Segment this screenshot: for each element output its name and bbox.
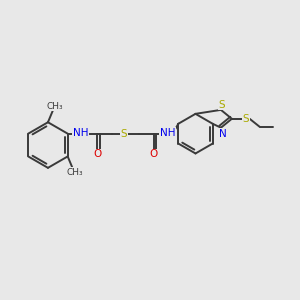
Text: N: N xyxy=(219,129,227,139)
Text: CH₃: CH₃ xyxy=(46,102,63,111)
Text: CH₃: CH₃ xyxy=(66,168,83,177)
Text: NH: NH xyxy=(73,128,88,138)
Text: S: S xyxy=(242,114,249,124)
Text: S: S xyxy=(121,129,128,139)
Text: S: S xyxy=(219,100,225,110)
Text: NH: NH xyxy=(160,128,176,138)
Text: O: O xyxy=(93,149,101,160)
Text: O: O xyxy=(150,149,158,160)
